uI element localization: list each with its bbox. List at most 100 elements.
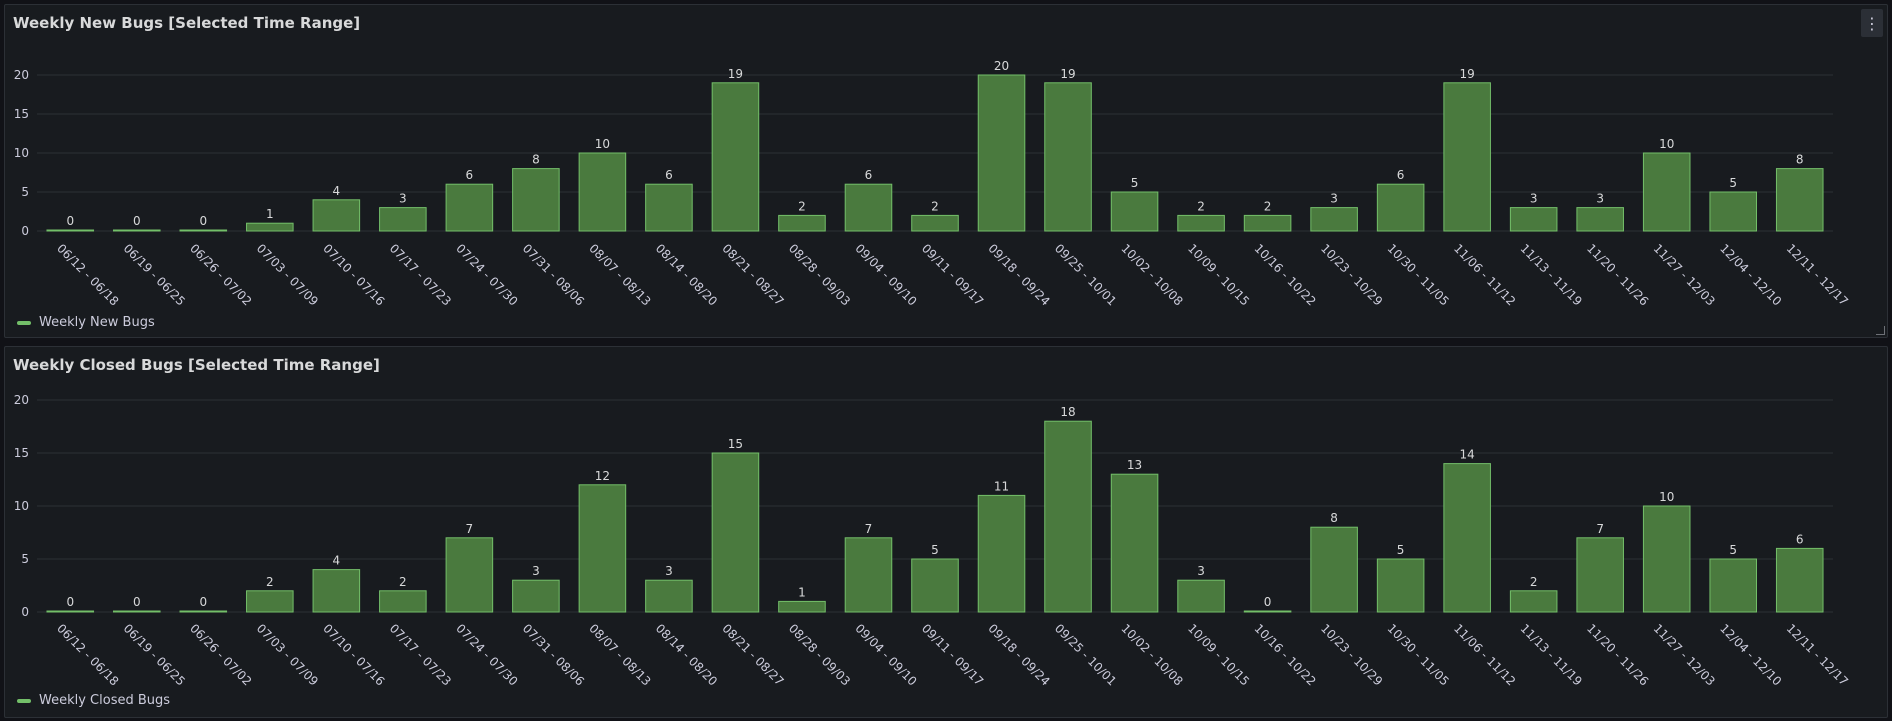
x-tick-label: 09/25 - 10/01 (1052, 241, 1119, 308)
weekly-closed-bugs-panel: Weekly Closed Bugs [Selected Time Range]… (4, 346, 1888, 718)
data-label: 4 (333, 184, 341, 198)
legend-label: Weekly Closed Bugs (39, 693, 171, 708)
x-tick-label: 07/03 - 07/09 (254, 621, 321, 688)
x-tick-label: 08/28 - 09/03 (786, 241, 853, 308)
x-tick-label: 11/06 - 11/12 (1451, 621, 1518, 688)
bar (246, 590, 294, 613)
data-label: 0 (199, 214, 207, 228)
data-label: 20 (994, 59, 1009, 73)
bar (112, 229, 161, 232)
y-tick-label: 15 (14, 107, 29, 121)
data-label: 5 (931, 543, 939, 557)
legend[interactable]: Weekly New Bugs (17, 315, 155, 330)
x-tick-label: 11/20 - 11/26 (1584, 621, 1651, 688)
bar (1509, 207, 1558, 232)
bar (578, 484, 627, 613)
data-label: 8 (532, 153, 540, 167)
data-label: 19 (1460, 67, 1475, 81)
bar (645, 579, 693, 613)
bar (1642, 505, 1691, 613)
bar (1709, 558, 1758, 613)
data-label: 5 (1729, 176, 1737, 190)
bar (1576, 207, 1624, 232)
bar (1044, 82, 1092, 232)
data-label: 8 (1330, 511, 1338, 525)
data-label: 0 (133, 214, 141, 228)
x-tick-label: 10/09 - 10/15 (1185, 241, 1252, 308)
data-label: 15 (728, 437, 743, 451)
x-tick-label: 07/17 - 07/23 (387, 621, 454, 688)
x-tick-label: 06/26 - 07/02 (187, 241, 254, 308)
data-label: 1 (798, 585, 806, 599)
x-tick-label: 11/27 - 12/03 (1651, 621, 1718, 688)
y-tick-label: 15 (14, 446, 29, 460)
data-label: 6 (865, 168, 873, 182)
bar (512, 168, 560, 232)
data-label: 11 (994, 479, 1009, 493)
bar (911, 558, 959, 613)
data-label: 7 (865, 522, 873, 536)
bar (778, 600, 826, 613)
data-label: 1 (266, 207, 274, 221)
x-tick-label: 06/12 - 06/18 (54, 241, 121, 308)
panel-menu-icon[interactable]: ⋮ (1861, 9, 1883, 37)
x-tick-label: 10/16 - 10/22 (1251, 621, 1318, 688)
x-tick-label: 09/18 - 09/24 (985, 621, 1052, 688)
resize-handle[interactable] (1876, 326, 1885, 335)
x-tick-label: 10/30 - 11/05 (1385, 241, 1452, 308)
x-tick-label: 11/13 - 11/19 (1518, 241, 1585, 308)
data-label: 8 (1796, 153, 1804, 167)
x-tick-label: 11/13 - 11/19 (1518, 621, 1585, 688)
x-tick-label: 10/23 - 10/29 (1318, 621, 1385, 688)
data-label: 2 (266, 575, 274, 589)
data-label: 4 (333, 554, 341, 568)
x-tick-label: 09/11 - 09/17 (919, 621, 986, 688)
x-tick-label: 07/03 - 07/09 (254, 241, 321, 308)
x-tick-label: 12/04 - 12/10 (1717, 621, 1784, 688)
data-label: 3 (532, 564, 540, 578)
y-tick-label: 10 (14, 146, 29, 160)
bar (246, 222, 294, 232)
data-label: 6 (665, 168, 673, 182)
x-tick-label: 07/31 - 08/06 (520, 621, 587, 688)
data-label: 2 (1264, 199, 1272, 213)
bar (1443, 463, 1491, 613)
data-label: 0 (199, 595, 207, 609)
data-label: 19 (1060, 67, 1075, 81)
bar (578, 152, 627, 232)
bar (379, 207, 427, 232)
data-label: 18 (1060, 405, 1075, 419)
data-label: 0 (1264, 595, 1272, 609)
x-tick-label: 11/20 - 11/26 (1584, 241, 1651, 308)
x-tick-label: 06/26 - 07/02 (187, 621, 254, 688)
data-label: 3 (1197, 564, 1205, 578)
data-label: 14 (1460, 448, 1475, 462)
bar (1310, 526, 1358, 613)
bar (1110, 473, 1159, 613)
x-tick-label: 08/21 - 08/27 (719, 241, 786, 308)
data-label: 2 (1197, 199, 1205, 213)
data-label: 7 (466, 522, 474, 536)
data-label: 10 (1659, 137, 1674, 151)
panel-title: Weekly New Bugs [Selected Time Range] (13, 14, 361, 32)
x-tick-label: 09/04 - 09/10 (852, 241, 919, 308)
bar (844, 183, 893, 232)
bar (46, 610, 95, 613)
legend[interactable]: Weekly Closed Bugs (17, 693, 170, 708)
y-tick-label: 5 (21, 185, 29, 199)
bar (1443, 82, 1491, 232)
x-tick-label: 12/11 - 12/17 (1784, 621, 1851, 688)
bar (1709, 191, 1758, 232)
bar (1044, 420, 1092, 613)
x-tick-label: 07/10 - 07/16 (320, 241, 387, 308)
legend-swatch (17, 320, 31, 325)
data-label: 7 (1596, 522, 1604, 536)
x-tick-label: 06/19 - 06/25 (121, 621, 188, 688)
x-tick-label: 09/11 - 09/17 (919, 241, 986, 308)
x-tick-label: 10/02 - 10/08 (1118, 621, 1185, 688)
x-tick-label: 09/25 - 10/01 (1052, 621, 1119, 688)
x-tick-label: 10/09 - 10/15 (1185, 621, 1252, 688)
data-label: 13 (1127, 458, 1142, 472)
